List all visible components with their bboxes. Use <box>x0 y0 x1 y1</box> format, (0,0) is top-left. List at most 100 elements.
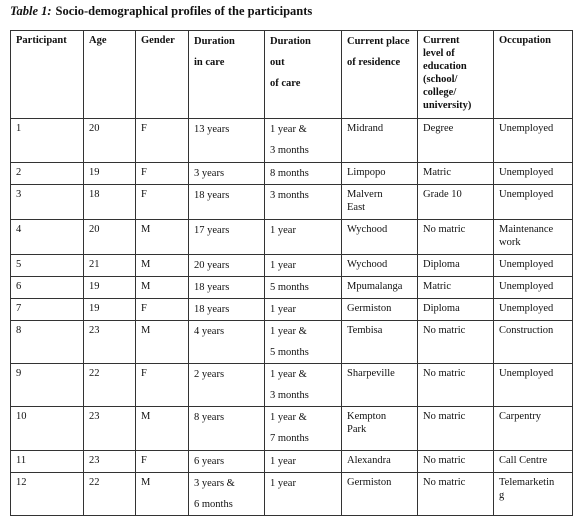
table-cell: Germiston <box>341 298 418 321</box>
table-cell: M <box>135 406 189 451</box>
table-cell: 1 year & 3 months <box>264 363 342 407</box>
header-row: Participant Age Gender Duration in care Dura… <box>10 30 573 119</box>
table-cell: No matric <box>417 219 494 255</box>
table-cell: Degree <box>417 118 494 163</box>
table-cell: 1 year <box>264 450 342 473</box>
table-cell: 23 <box>83 320 136 364</box>
table-cell: Unemployed <box>493 298 573 321</box>
table-cell: 3 years <box>188 162 265 185</box>
table-cell: M <box>135 254 189 277</box>
table-row: 7 19 F 18 years 1 year Germiston Diploma Unempl… <box>10 298 573 321</box>
table-cell: M <box>135 472 189 516</box>
table-cell: Call Centre <box>493 450 573 473</box>
table-cell: Malvern East <box>341 184 418 220</box>
table-cell: 13 years <box>188 118 265 163</box>
table-cell: 18 years <box>188 298 265 321</box>
table-cell: 8 months <box>264 162 342 185</box>
table-cell: No matric <box>417 450 494 473</box>
table-cell: Telemarketin g <box>493 472 573 516</box>
caption-label: Table 1: <box>10 4 52 18</box>
table-cell: No matric <box>417 363 494 407</box>
header-cell: Current level of education (school/ coll… <box>417 30 494 119</box>
table-cell: 1 <box>10 118 84 163</box>
table-cell: 1 year <box>264 472 342 516</box>
table-cell: Sharpeville <box>341 363 418 407</box>
table-cell: F <box>135 363 189 407</box>
table-cell: 1 year <box>264 298 342 321</box>
table-cell: 3 months <box>264 184 342 220</box>
table-row: 1 20 F 13 years 1 year & 3 months Midrand Degr… <box>10 118 573 163</box>
table-cell: 4 <box>10 219 84 255</box>
table-cell: 19 <box>83 298 136 321</box>
table-cell: 6 <box>10 276 84 299</box>
table-cell: 3 <box>10 184 84 220</box>
table-cell: Germiston <box>341 472 418 516</box>
table-cell: Unemployed <box>493 184 573 220</box>
table-cell: M <box>135 320 189 364</box>
caption: Table 1: Socio-demographical profiles of … <box>10 4 312 19</box>
header-cell: Duration in care <box>188 30 265 119</box>
table-cell: Mpumalanga <box>341 276 418 299</box>
table-cell: 17 years <box>188 219 265 255</box>
table-cell: Maintenance work <box>493 219 573 255</box>
table-cell: Midrand <box>341 118 418 163</box>
table-cell: 23 <box>83 406 136 451</box>
table-cell: 19 <box>83 162 136 185</box>
table-cell: 1 year & 5 months <box>264 320 342 364</box>
table-cell: 1 year & 3 months <box>264 118 342 163</box>
table-row: 2 19 F 3 years 8 months Limpopo Matric Unemploy… <box>10 162 573 185</box>
header-cell: Duration out of care <box>264 30 342 119</box>
table-cell: 7 <box>10 298 84 321</box>
table-row: 8 23 M 4 years 1 year & 5 months Tembisa No ma… <box>10 320 573 364</box>
table-cell: No matric <box>417 406 494 451</box>
table-cell: 5 months <box>264 276 342 299</box>
table-cell: Tembisa <box>341 320 418 364</box>
table-cell: 18 years <box>188 276 265 299</box>
table-cell: 1 year & 7 months <box>264 406 342 451</box>
table-row: 5 21 M 20 years 1 year Wychood Diploma Unemploy… <box>10 254 573 277</box>
table-cell: Unemployed <box>493 276 573 299</box>
table-row: 11 23 F 6 years 1 year Alexandra No matric Call… <box>10 450 573 473</box>
table-cell: No matric <box>417 472 494 516</box>
table-row: 3 18 F 18 years 3 months Malvern East Grade 10… <box>10 184 573 220</box>
header-cell: Occupation <box>493 30 573 119</box>
table-cell: 22 <box>83 363 136 407</box>
table-cell: 5 <box>10 254 84 277</box>
table-cell: 6 years <box>188 450 265 473</box>
table-cell: 3 years & 6 months <box>188 472 265 516</box>
table-cell: 18 years <box>188 184 265 220</box>
table-cell: M <box>135 276 189 299</box>
header-cell: Age <box>83 30 136 119</box>
table-cell: 11 <box>10 450 84 473</box>
table-cell: 20 <box>83 219 136 255</box>
table-cell: 19 <box>83 276 136 299</box>
table-cell: No matric <box>417 320 494 364</box>
table-cell: 21 <box>83 254 136 277</box>
table-cell: 1 year <box>264 219 342 255</box>
table-cell: F <box>135 298 189 321</box>
table-cell: Alexandra <box>341 450 418 473</box>
table-cell: M <box>135 219 189 255</box>
table-cell: Kempton Park <box>341 406 418 451</box>
table-row: 4 20 M 17 years 1 year Wychood No matric Mainte… <box>10 219 573 255</box>
header-cell: Current place of residence <box>341 30 418 119</box>
table-cell: F <box>135 184 189 220</box>
caption-title: Socio-demographical profiles of the part… <box>55 4 313 18</box>
table-cell: Limpopo <box>341 162 418 185</box>
table-cell: 20 <box>83 118 136 163</box>
table-cell: Construction <box>493 320 573 364</box>
table-cell: Unemployed <box>493 363 573 407</box>
table-cell: 20 years <box>188 254 265 277</box>
table-cell: Grade 10 <box>417 184 494 220</box>
table-cell: 22 <box>83 472 136 516</box>
table-cell: F <box>135 450 189 473</box>
table-cell: 12 <box>10 472 84 516</box>
header-cell: Gender <box>135 30 189 119</box>
table-cell: Wychood <box>341 219 418 255</box>
table-cell: Carpentry <box>493 406 573 451</box>
table-cell: 2 years <box>188 363 265 407</box>
table-cell: 4 years <box>188 320 265 364</box>
table-cell: Diploma <box>417 298 494 321</box>
table-cell: F <box>135 118 189 163</box>
